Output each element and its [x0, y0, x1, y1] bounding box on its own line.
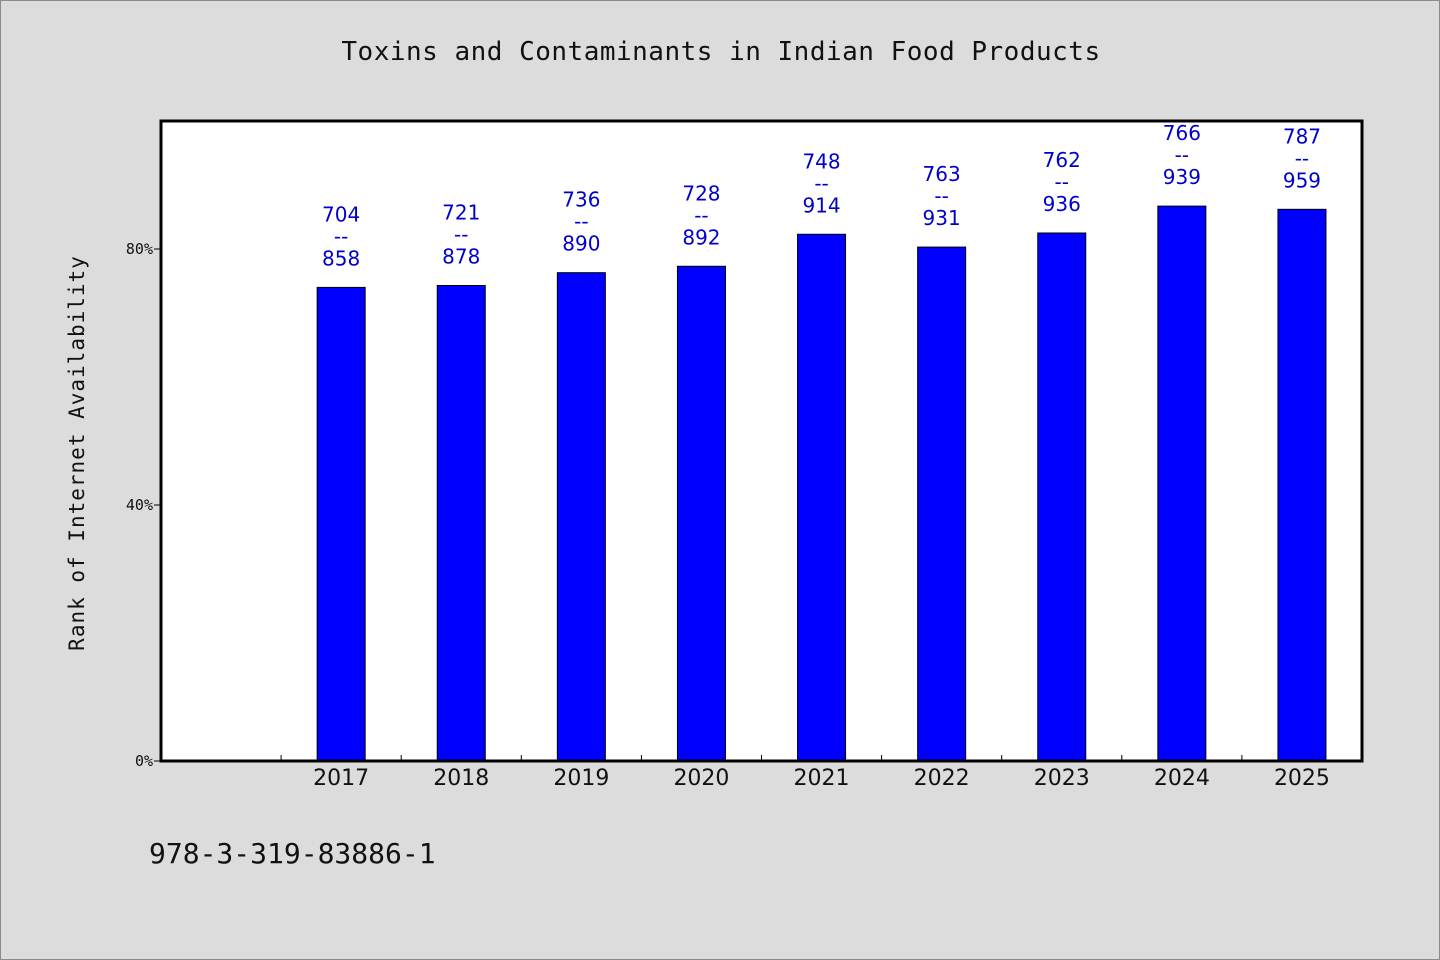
data-label-2025-mid: --: [1295, 146, 1309, 170]
y-tick-label-80: 80%: [126, 240, 153, 258]
axes-group: 2017 2018 2019 2020 2021 2022 2023 2024 2025 0% 40…: [126, 240, 1330, 791]
data-label-2020-mid: --: [694, 203, 708, 227]
x-tick-label-2024: 2024: [1154, 766, 1210, 791]
data-label-2020-bottom: 892: [682, 225, 720, 249]
data-label-2018-mid: --: [454, 222, 468, 246]
x-tick-label-2018: 2018: [433, 766, 489, 791]
data-label-2025-bottom: 959: [1283, 168, 1321, 192]
data-label-2019-mid: --: [574, 210, 588, 234]
data-label-2021-top: 748: [802, 149, 840, 173]
data-label-2021-bottom: 914: [802, 193, 840, 217]
bar-2024: [1157, 205, 1207, 762]
y-tick-label-40: 40%: [126, 496, 153, 514]
data-label-2025-top: 787: [1283, 124, 1321, 148]
data-label-2024-bottom: 939: [1163, 165, 1201, 189]
chart-title: Toxins and Contaminants in Indian Food P…: [341, 37, 1101, 67]
bar-2017: [316, 286, 366, 762]
data-label-2023-top: 762: [1043, 148, 1081, 172]
bar-2023: [1037, 232, 1087, 762]
bar-2021: [797, 233, 847, 762]
bar-2025: [1277, 208, 1327, 762]
x-tick-label-2022: 2022: [914, 766, 970, 791]
y-tick-label-0: 0%: [135, 752, 153, 770]
data-label-2022-top: 763: [923, 162, 961, 186]
x-tick-label-2025: 2025: [1274, 766, 1330, 791]
bar-2019: [556, 272, 606, 762]
data-labels-group: 704--858721--878736--890728--892748--914…: [322, 121, 1321, 270]
data-label-2018-bottom: 878: [442, 244, 480, 268]
x-tick-label-2020: 2020: [673, 766, 729, 791]
data-label-2022-mid: --: [934, 184, 948, 208]
bar-2022: [917, 246, 967, 762]
data-label-2019-top: 736: [562, 188, 600, 212]
data-label-2021-mid: --: [814, 171, 828, 195]
data-label-2017-top: 704: [322, 202, 360, 226]
x-tick-label-2023: 2023: [1034, 766, 1090, 791]
data-label-2017-mid: --: [334, 224, 348, 248]
data-label-2024-mid: --: [1175, 143, 1189, 167]
plot-frame: [159, 119, 1364, 763]
data-label-2020-top: 728: [682, 181, 720, 205]
bar-2020: [676, 265, 726, 762]
data-label-2023-mid: --: [1055, 170, 1069, 194]
x-tick-label-2021: 2021: [794, 766, 850, 791]
x-tick-label-2017: 2017: [313, 766, 369, 791]
x-tick-label-2019: 2019: [553, 766, 609, 791]
bars-group: [316, 205, 1327, 762]
data-label-2024-top: 766: [1163, 121, 1201, 145]
data-label-2018-top: 721: [442, 200, 480, 224]
bar-2018: [436, 284, 486, 762]
isbn-text: 978-3-319-83886-1: [149, 837, 436, 870]
data-label-2023-bottom: 936: [1043, 192, 1081, 216]
data-label-2022-bottom: 931: [923, 206, 961, 230]
data-label-2019-bottom: 890: [562, 232, 600, 256]
data-label-2017-bottom: 858: [322, 246, 360, 270]
